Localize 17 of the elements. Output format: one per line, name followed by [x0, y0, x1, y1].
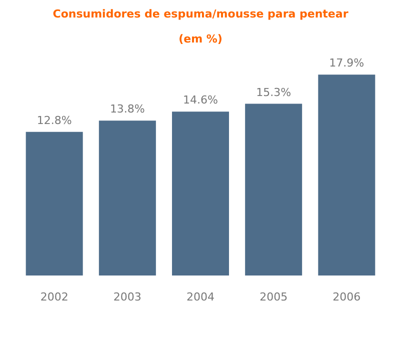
- bar: [26, 132, 83, 276]
- x-tick-label: 2006: [332, 290, 361, 304]
- data-label: 15.3%: [256, 86, 292, 99]
- bar: [318, 74, 376, 276]
- bar: [98, 120, 156, 276]
- data-label: 13.8%: [110, 102, 145, 116]
- data-label: 17.9%: [329, 56, 364, 70]
- x-tick-label: 2004: [186, 290, 215, 304]
- chart-title: Consumidores de espuma/mousse para pentear: [52, 8, 349, 20]
- bar: [172, 112, 229, 276]
- x-tick-label: 2005: [260, 290, 288, 304]
- data-label: 14.6%: [183, 94, 218, 107]
- chart-subtitle: (em %): [178, 32, 222, 46]
- bar: [245, 104, 302, 276]
- data-label: 12.8%: [36, 114, 72, 127]
- x-tick-label: 2002: [40, 290, 68, 304]
- x-tick-label: 2003: [113, 290, 142, 304]
